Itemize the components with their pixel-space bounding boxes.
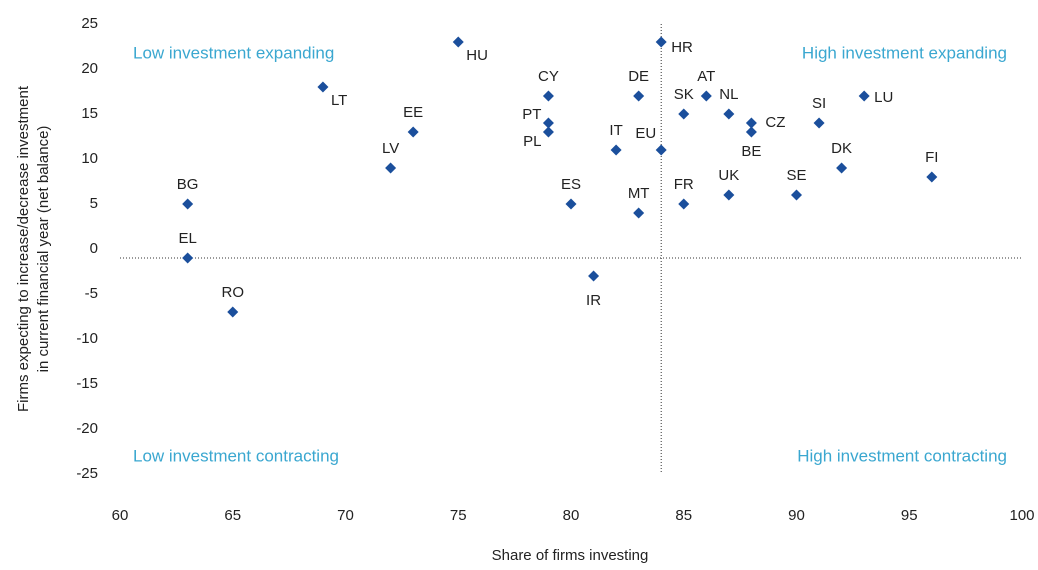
marker bbox=[565, 198, 577, 210]
point-label: LV bbox=[382, 140, 399, 157]
marker bbox=[182, 198, 194, 210]
marker bbox=[655, 36, 667, 48]
point-label: EU bbox=[635, 125, 656, 142]
point-label: HR bbox=[671, 39, 693, 56]
x-tick-label: 65 bbox=[224, 507, 241, 524]
x-tick-label: 70 bbox=[337, 507, 354, 524]
point-label: EL bbox=[178, 230, 196, 247]
marker bbox=[723, 189, 735, 201]
point-label: EE bbox=[403, 104, 423, 121]
marker bbox=[791, 189, 802, 201]
y-tick-label: -25 bbox=[76, 465, 98, 482]
marker bbox=[452, 36, 464, 48]
y-tick-label: 25 bbox=[81, 15, 98, 32]
point-label: IT bbox=[609, 122, 622, 139]
marker bbox=[858, 90, 870, 102]
marker bbox=[227, 306, 239, 318]
point-label: FI bbox=[925, 149, 938, 166]
y-tick-label: -10 bbox=[76, 330, 98, 347]
marker bbox=[745, 117, 757, 129]
y-tick-label: 10 bbox=[81, 150, 98, 167]
marker bbox=[542, 117, 554, 129]
point-label: IR bbox=[586, 292, 601, 309]
y-tick-label: -20 bbox=[76, 420, 98, 437]
point-label: BG bbox=[177, 176, 199, 193]
marker bbox=[588, 270, 600, 282]
marker bbox=[813, 117, 825, 129]
point-label: BE bbox=[741, 143, 761, 160]
marker bbox=[407, 126, 419, 138]
x-tick-label: 90 bbox=[788, 507, 805, 524]
x-axis-label: Share of firms investing bbox=[492, 547, 649, 564]
x-tick-label: 60 bbox=[112, 507, 129, 524]
x-tick-label: 75 bbox=[450, 507, 467, 524]
marker bbox=[678, 198, 690, 210]
y-tick-label: -15 bbox=[76, 375, 98, 392]
point-label: SK bbox=[674, 86, 694, 103]
quadrant-label: Low investment expanding bbox=[133, 43, 334, 62]
point-label: UK bbox=[718, 167, 739, 184]
marker bbox=[542, 126, 554, 138]
marker bbox=[633, 90, 645, 102]
marker bbox=[723, 108, 735, 120]
point-label: PT bbox=[522, 106, 541, 123]
x-tick-label: 85 bbox=[675, 507, 692, 524]
marker bbox=[317, 81, 329, 93]
y-tick-label: -5 bbox=[85, 285, 98, 302]
marker bbox=[926, 171, 938, 183]
x-tick-label: 100 bbox=[1009, 507, 1034, 524]
point-label: HU bbox=[466, 47, 488, 64]
point-label: FR bbox=[674, 176, 694, 193]
point-label: DK bbox=[831, 140, 852, 157]
marker bbox=[182, 252, 194, 264]
marker bbox=[655, 144, 667, 156]
point-label: RO bbox=[222, 284, 245, 301]
point-label: SI bbox=[812, 95, 826, 112]
point-label: LU bbox=[874, 89, 893, 106]
point-label: SE bbox=[786, 167, 806, 184]
marker bbox=[610, 144, 622, 156]
quadrant-label: High investment contracting bbox=[797, 446, 1007, 465]
point-label: MT bbox=[628, 185, 650, 202]
marker bbox=[745, 126, 757, 138]
point-label: CY bbox=[538, 68, 559, 85]
x-tick-label: 95 bbox=[901, 507, 918, 524]
quadrant-label: Low investment contracting bbox=[133, 446, 339, 465]
point-label: LT bbox=[331, 92, 347, 109]
marker bbox=[633, 207, 645, 219]
point-label: ES bbox=[561, 176, 581, 193]
y-axis-label: Firms expecting to increase/decrease inv… bbox=[15, 85, 32, 412]
marker bbox=[836, 162, 848, 174]
y-tick-label: 15 bbox=[81, 105, 98, 122]
y-tick-label: 5 bbox=[90, 195, 98, 212]
point-label: AT bbox=[697, 68, 715, 85]
point-label: PL bbox=[523, 133, 541, 150]
marker bbox=[678, 108, 690, 120]
y-axis-label: in current financial year (net balance) bbox=[35, 126, 52, 373]
y-tick-label: 0 bbox=[90, 240, 98, 257]
point-label: CZ bbox=[765, 114, 785, 131]
quadrant-label: High investment expanding bbox=[802, 43, 1007, 62]
y-tick-label: 20 bbox=[81, 60, 98, 77]
marker bbox=[542, 90, 554, 102]
x-tick-label: 80 bbox=[563, 507, 580, 524]
point-label: DE bbox=[628, 68, 649, 85]
marker bbox=[700, 90, 712, 102]
point-label: NL bbox=[719, 86, 738, 103]
marker bbox=[385, 162, 397, 174]
y-axis-label-group: Firms expecting to increase/decrease inv… bbox=[15, 85, 52, 412]
